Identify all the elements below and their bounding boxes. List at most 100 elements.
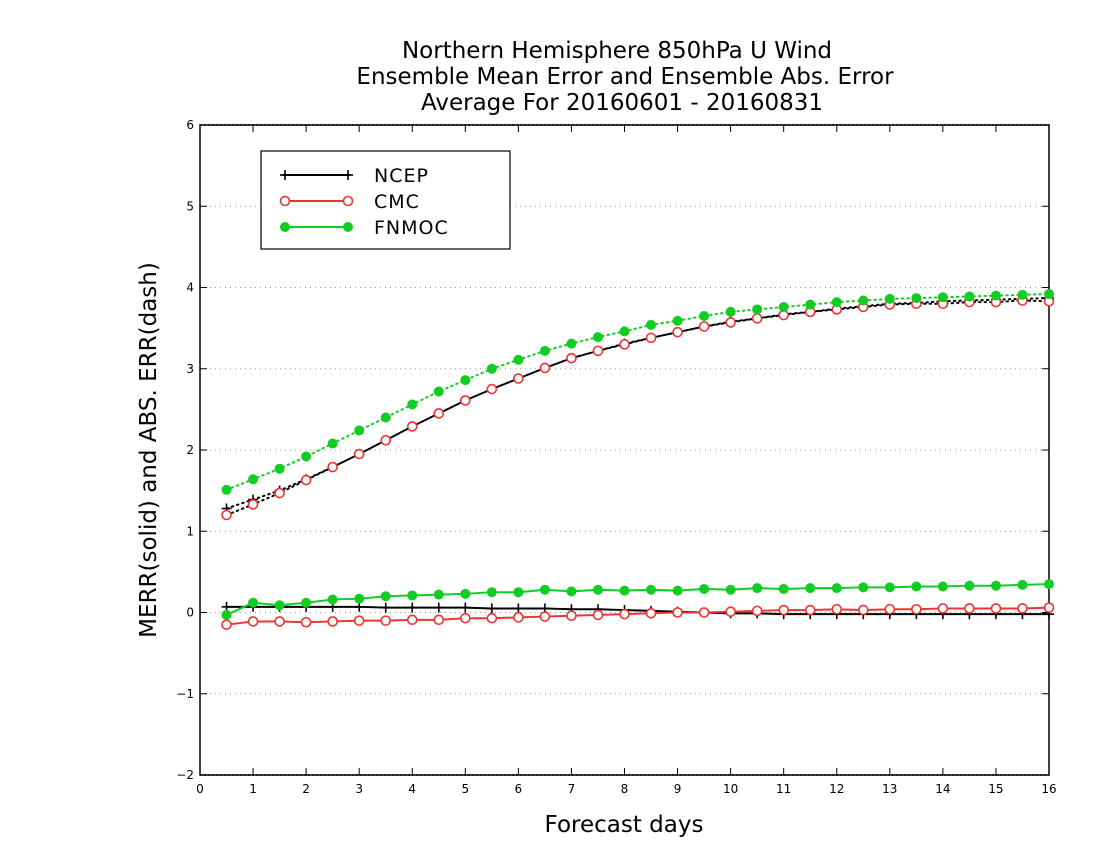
series-fnmoc-merr-point [990, 580, 1001, 591]
series-fnmoc-merr-point [884, 582, 895, 593]
series-cmc-merr-point [327, 616, 338, 627]
series-fnmoc-merr-point [646, 584, 657, 595]
series-fnmoc-merr-point [805, 583, 816, 594]
x-tick-label: 9 [674, 782, 682, 796]
series-cmc-abs-err-point [725, 317, 736, 328]
series-cmc-merr-point [380, 615, 392, 626]
series-cmc-merr-point [672, 607, 683, 618]
series-cmc-abs-err-point [221, 509, 232, 521]
series-layer [221, 289, 1055, 630]
series-cmc-abs-err-point [486, 383, 498, 395]
x-tick-label: 14 [935, 782, 950, 796]
y-tick-label: −1 [176, 687, 194, 701]
series-fnmoc-abs-err-point [380, 412, 391, 423]
series-cmc-merr-point [645, 608, 657, 619]
series-fnmoc-merr-point [566, 586, 577, 597]
y-tick-label: 3 [186, 362, 194, 376]
series-fnmoc-abs-err-point [513, 354, 524, 365]
legend-label: NCEP [374, 165, 429, 187]
x-tick-label: 1 [249, 782, 257, 796]
legend: NCEP CMC FNMOC [260, 150, 511, 250]
series-fnmoc-merr-point [964, 580, 975, 591]
x-tick-label: 6 [515, 782, 523, 796]
series-cmc-abs-err-point [513, 373, 524, 384]
series-fnmoc-merr-point [460, 588, 471, 599]
title-line-2: Ensemble Mean Error and Ensemble Abs. Er… [356, 64, 894, 90]
series-cmc-merr-point [725, 606, 736, 617]
y-tick-label: −2 [176, 768, 194, 782]
series-fnmoc-abs-err-point [274, 463, 285, 474]
series-fnmoc-abs-err-point [592, 332, 603, 343]
series-fnmoc-abs-err-point [619, 326, 630, 337]
series-cmc-merr-point [911, 603, 922, 615]
series-cmc-merr-point [539, 611, 551, 622]
series-cmc-merr-point [513, 612, 524, 623]
series-fnmoc-merr-point [619, 585, 630, 596]
series-cmc-abs-err-point [433, 408, 445, 419]
series-cmc-merr-point [406, 614, 418, 626]
series-cmc-merr-point [460, 612, 471, 624]
series-fnmoc-abs-err-point [646, 319, 657, 330]
series-fnmoc-merr-point [911, 581, 922, 592]
series-cmc-merr-point [964, 603, 975, 614]
x-tick-label: 4 [408, 782, 416, 796]
x-tick-label: 12 [829, 782, 844, 796]
series-cmc-merr-point [353, 615, 365, 626]
y-tick-label: 1 [186, 524, 194, 538]
series-cmc-abs-err-point [566, 352, 577, 364]
series-fnmoc-merr-point [248, 597, 259, 608]
series-cmc-abs-err-point [645, 332, 657, 344]
series-cmc-abs-err-point [300, 474, 312, 486]
series-fnmoc-abs-err-point [327, 438, 338, 449]
series-fnmoc-merr-point [486, 587, 497, 598]
series-fnmoc-abs-err-point [831, 297, 842, 308]
title-line-3: Average For 20160601 - 20160831 [421, 90, 823, 116]
series-ncep-merr-point [433, 602, 444, 613]
x-axis-label: Forecast days [545, 812, 704, 838]
series-fnmoc-abs-err-point [407, 399, 418, 410]
series-fnmoc-abs-err-point [460, 375, 471, 386]
series-cmc-abs-err-point [539, 362, 551, 374]
series-fnmoc-merr-point [937, 581, 948, 592]
legend-marker [280, 222, 290, 232]
series-fnmoc-abs-err-point [672, 315, 683, 326]
series-cmc-merr-point [937, 603, 949, 614]
series-cmc-merr-point [619, 608, 630, 620]
series-fnmoc-merr-point [752, 583, 763, 594]
series-fnmoc-abs-err-point [221, 484, 232, 495]
series-fnmoc-abs-err-point [858, 295, 869, 306]
legend-marker [342, 195, 354, 207]
series-fnmoc-merr-point [831, 583, 842, 594]
series-cmc-merr-point [486, 612, 498, 624]
series-cmc-abs-err-point [619, 339, 630, 350]
series-cmc-abs-err-point [353, 448, 365, 460]
x-tick-label: 13 [882, 782, 897, 796]
series-cmc-abs-err-line [225, 299, 1050, 516]
series-cmc-merr-point [274, 616, 285, 627]
series-cmc-merr-point [300, 616, 312, 628]
series-cmc-merr-point [221, 619, 232, 630]
legend-item-ncep: NCEP [280, 165, 429, 187]
series-cmc-abs-err-point [672, 326, 683, 338]
series-ncep-merr-point [513, 603, 524, 614]
series-cmc [221, 295, 1055, 630]
series-fnmoc-merr-point [725, 584, 736, 595]
y-axis-label: MERR(solid) and ABS. ERR(dash) [136, 262, 162, 638]
series-cmc-merr-point [751, 605, 763, 617]
series-fnmoc-merr-point [433, 589, 444, 600]
series-fnmoc-merr-point [513, 587, 524, 598]
series-cmc-merr-point [804, 604, 816, 616]
series-fnmoc-abs-err-point [539, 345, 550, 356]
legend-item-fnmoc: FNMOC [280, 217, 448, 239]
series-fnmoc-abs-err-point [805, 299, 816, 310]
x-tick-label: 15 [988, 782, 1003, 796]
series-ncep-abs-err-line [225, 297, 1050, 510]
series-cmc-merr-point [831, 603, 843, 615]
series-fnmoc-abs-err-point [778, 302, 789, 312]
y-tick-label: 0 [186, 606, 194, 620]
series-cmc-abs-err-point [592, 345, 604, 357]
series-cmc-merr-point [990, 603, 1002, 614]
series-fnmoc-abs-err-point [937, 292, 948, 303]
series-fnmoc-merr-point [354, 593, 365, 604]
